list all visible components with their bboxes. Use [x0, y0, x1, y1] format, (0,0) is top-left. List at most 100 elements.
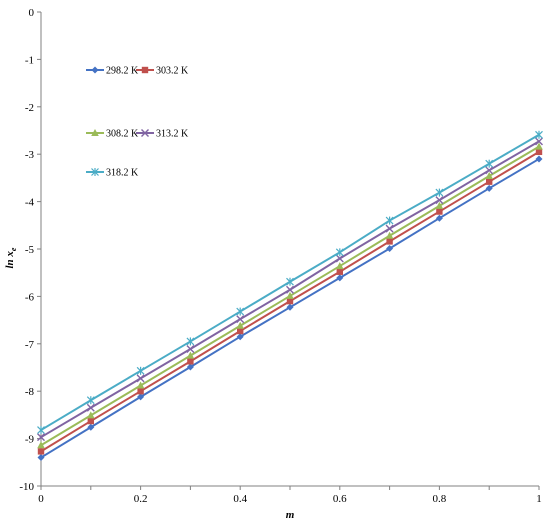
- data-point-stroke: [535, 137, 543, 146]
- x-axis-label: m: [286, 509, 295, 521]
- data-point-stroke: [435, 196, 444, 205]
- legend-label: 303.2 K: [156, 66, 189, 77]
- data-point-stroke: [136, 374, 145, 383]
- axes: [37, 11, 540, 490]
- data-point: [86, 403, 95, 412]
- plot-area: [37, 130, 543, 462]
- data-point: [37, 441, 45, 449]
- data-point: [87, 417, 94, 425]
- data-point: [87, 411, 95, 419]
- legend-item: 298.2 K: [86, 66, 139, 77]
- data-point: [336, 274, 344, 282]
- legend-marker: [91, 66, 99, 74]
- data-point: [136, 381, 145, 389]
- y-tick-label: -1: [25, 54, 34, 66]
- data-point: [486, 178, 493, 185]
- data-point: [485, 166, 494, 175]
- y-tick-label: -7: [25, 339, 35, 351]
- y-tick-label: -4: [25, 197, 35, 209]
- data-point: [336, 262, 344, 270]
- x-tick-label: 0.2: [134, 493, 148, 505]
- legend-marker: [141, 66, 149, 74]
- y-tick-label: -5: [25, 244, 35, 256]
- data-point: [535, 148, 543, 156]
- tick-labels: 0 -1 -2 -3 -4 -5 -6 -7 -8 -9 -10 0 0.2 0.4 0.6 0.8 1: [19, 7, 541, 505]
- y-tick-label: -8: [25, 386, 35, 398]
- data-point: [286, 303, 294, 311]
- y-tick-label: -9: [25, 434, 35, 446]
- data-point: [286, 297, 294, 305]
- data-point: [386, 238, 393, 245]
- data-point: [137, 393, 145, 401]
- legend-item: 313.2 K: [136, 129, 189, 140]
- data-point: [37, 448, 45, 455]
- data-point: [385, 224, 394, 233]
- data-point-stroke: [485, 166, 494, 175]
- legend-label: 298.2 K: [106, 66, 139, 77]
- data-point: [386, 245, 394, 253]
- data-point: [237, 327, 244, 335]
- data-point: [186, 351, 195, 359]
- data-point: [136, 366, 145, 375]
- series-318-2-K: [37, 130, 543, 435]
- series-298-2-K: [37, 155, 543, 462]
- data-point-stroke: [335, 254, 344, 263]
- data-point: [286, 285, 294, 294]
- y-tick-label: -3: [25, 149, 35, 161]
- y-tick-label: -2: [25, 102, 34, 114]
- data-point-stroke: [86, 403, 95, 412]
- data-point: [535, 142, 543, 150]
- data-point: [535, 130, 543, 139]
- data-point: [335, 254, 344, 263]
- y-axis-label-main: ln x: [4, 251, 16, 269]
- y-tick-label: -6: [25, 291, 35, 303]
- data-point: [435, 214, 443, 222]
- series-313-2-K: [37, 137, 543, 442]
- data-point: [435, 188, 444, 197]
- data-point: [435, 201, 444, 209]
- data-point: [286, 291, 294, 299]
- y-tick-label: 0: [29, 7, 35, 19]
- data-point: [187, 358, 194, 365]
- x-tick-label: 0.8: [433, 493, 447, 505]
- data-point: [137, 388, 144, 395]
- data-point: [186, 363, 194, 371]
- legend-item: 318.2 K: [86, 168, 139, 179]
- data-point-stroke: [186, 345, 195, 354]
- legend-marker: [91, 129, 99, 136]
- legend-marker: [91, 168, 99, 176]
- data-point: [37, 426, 45, 435]
- data-point-stroke: [385, 224, 394, 233]
- legend-label: 318.2 K: [106, 168, 139, 179]
- data-point: [136, 374, 145, 383]
- data-point-stroke: [141, 129, 149, 137]
- data-point: [485, 184, 493, 192]
- data-point: [385, 216, 394, 225]
- data-point: [485, 159, 494, 168]
- data-point: [37, 454, 45, 462]
- data-point: [535, 155, 543, 163]
- data-point: [236, 315, 245, 324]
- data-point: [86, 396, 95, 405]
- legend-label: 308.2 K: [106, 129, 139, 140]
- data-point: [37, 433, 45, 442]
- legend-marker: [141, 129, 149, 137]
- series-308-2-K: [37, 142, 543, 449]
- data-point: [286, 277, 294, 286]
- y-axis-label: ln xe: [4, 247, 18, 268]
- y-tick-label: -10: [19, 481, 34, 493]
- data-point: [236, 307, 245, 316]
- data-point: [335, 248, 344, 257]
- data-point: [385, 231, 394, 239]
- data-point: [535, 137, 543, 146]
- y-axis-label-sub: e: [9, 247, 18, 251]
- legend-label: 313.2 K: [156, 129, 189, 140]
- x-tick-label: 0.4: [233, 493, 247, 505]
- series-303-2-K: [37, 148, 543, 455]
- data-point: [435, 196, 444, 205]
- legend-item: 308.2 K: [86, 129, 139, 140]
- data-point: [236, 333, 244, 341]
- data-point: [436, 208, 443, 215]
- data-point: [87, 423, 95, 431]
